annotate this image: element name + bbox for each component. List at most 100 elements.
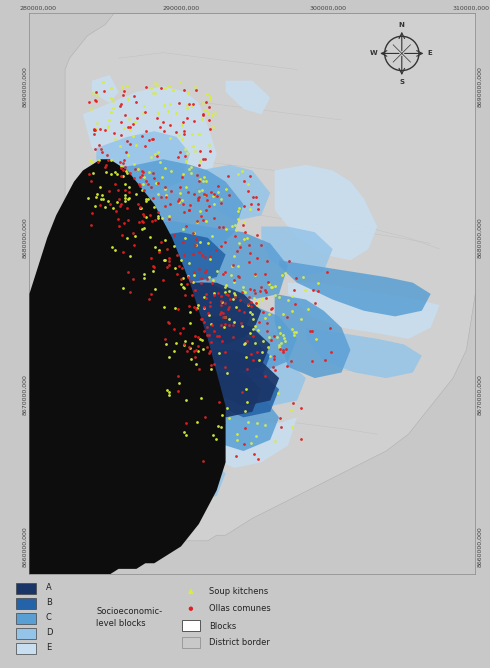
Point — [193, 216, 200, 227]
Point — [267, 282, 275, 293]
Point — [279, 309, 287, 319]
Point — [160, 117, 168, 128]
Point — [210, 359, 218, 369]
Point — [250, 285, 258, 295]
Point — [247, 297, 255, 307]
Point — [218, 299, 225, 310]
Point — [201, 252, 209, 263]
Point — [125, 168, 133, 179]
Point — [156, 156, 164, 167]
Point — [146, 210, 153, 220]
Point — [147, 151, 155, 162]
Point — [241, 226, 248, 237]
Point — [149, 88, 157, 98]
Point — [282, 344, 290, 355]
Point — [299, 271, 307, 282]
Point — [185, 342, 193, 353]
Point — [188, 289, 196, 300]
Point — [150, 172, 158, 183]
Polygon shape — [83, 86, 217, 193]
Point — [237, 295, 245, 305]
Point — [292, 299, 299, 309]
Point — [181, 290, 189, 301]
Polygon shape — [119, 327, 163, 373]
Point — [126, 287, 134, 297]
Point — [140, 210, 148, 221]
Point — [183, 112, 191, 123]
Point — [202, 205, 210, 216]
Point — [140, 171, 147, 182]
Point — [281, 267, 289, 278]
Point — [195, 186, 203, 196]
Point — [161, 182, 169, 192]
Point — [103, 122, 111, 132]
Point — [90, 168, 98, 179]
Text: E: E — [428, 51, 432, 56]
Point — [162, 339, 170, 349]
Point — [326, 323, 334, 333]
FancyBboxPatch shape — [182, 621, 200, 631]
Point — [160, 255, 168, 265]
Point — [180, 283, 188, 294]
Text: 300000,000: 300000,000 — [310, 5, 346, 11]
Point — [251, 270, 259, 281]
FancyBboxPatch shape — [16, 628, 36, 639]
Point — [117, 160, 125, 171]
Point — [142, 175, 150, 186]
Point — [258, 347, 266, 357]
Point — [139, 107, 147, 118]
Text: S: S — [399, 79, 404, 85]
Point — [101, 162, 109, 172]
Point — [145, 293, 152, 304]
Point — [196, 174, 204, 184]
Point — [156, 247, 164, 258]
Point — [297, 434, 305, 444]
Point — [193, 170, 201, 180]
Point — [201, 293, 209, 303]
Point — [94, 157, 101, 168]
Point — [153, 112, 161, 123]
Point — [119, 246, 127, 257]
Polygon shape — [136, 221, 288, 299]
Point — [119, 158, 127, 168]
Point — [171, 229, 178, 240]
Point — [201, 104, 209, 115]
Point — [125, 186, 133, 197]
Point — [144, 178, 152, 189]
Point — [201, 411, 209, 422]
Point — [240, 175, 248, 186]
Point — [170, 346, 177, 357]
Point — [160, 126, 168, 137]
Point — [208, 231, 216, 242]
Point — [95, 140, 102, 150]
Point — [189, 277, 196, 287]
Point — [115, 214, 122, 224]
Point — [191, 81, 198, 92]
Point — [187, 162, 195, 173]
Point — [230, 275, 238, 285]
Point — [193, 417, 200, 428]
Point — [121, 192, 129, 203]
Point — [241, 337, 248, 348]
Point — [182, 220, 190, 231]
Point — [179, 323, 187, 333]
Point — [296, 402, 304, 413]
Point — [89, 88, 97, 98]
Text: Socioeconomic-
level blocks: Socioeconomic- level blocks — [96, 607, 162, 629]
Point — [217, 320, 225, 331]
Point — [235, 238, 243, 248]
Point — [190, 228, 197, 238]
Polygon shape — [83, 159, 244, 255]
Point — [208, 187, 216, 198]
Point — [219, 222, 227, 232]
Point — [141, 107, 148, 118]
Point — [154, 211, 162, 222]
Point — [196, 129, 203, 140]
Text: W: W — [370, 51, 377, 56]
Point — [191, 285, 199, 295]
Point — [233, 246, 241, 257]
Point — [250, 448, 258, 459]
Point — [107, 154, 115, 165]
Point — [93, 90, 101, 100]
Point — [276, 412, 284, 423]
